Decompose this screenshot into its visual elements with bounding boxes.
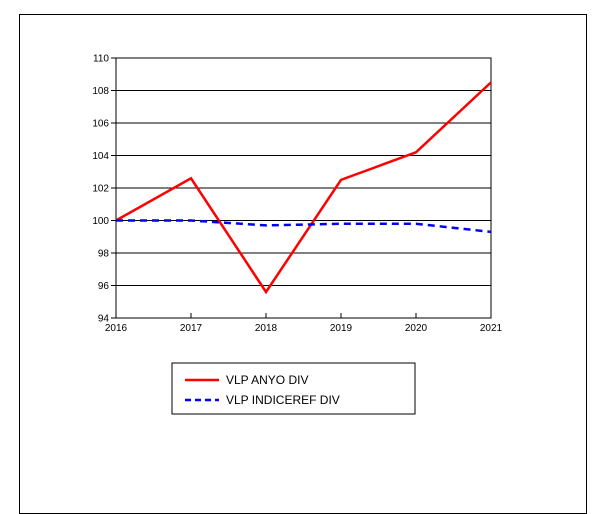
x-axis: 2016 2017 2018 2019 2020 2021 [105, 313, 503, 334]
x-tick-label-2020: 2020 [405, 323, 428, 334]
series-line-0 [116, 82, 491, 292]
legend: VLP ANYO DIV VLP INDICEREF DIV [172, 363, 415, 414]
y-tick-label-98: 98 [98, 249, 110, 260]
x-tick-label-2018: 2018 [255, 323, 278, 334]
x-tick-label-2019: 2019 [330, 323, 353, 334]
y-tick-label-106: 106 [92, 119, 109, 130]
y-tick-label-100: 100 [92, 216, 109, 227]
legend-label-0: VLP ANYO DIV [226, 373, 308, 387]
y-tick-label-104: 104 [92, 151, 109, 162]
y-tick-label-96: 96 [98, 281, 110, 292]
series-line-1 [116, 221, 491, 232]
y-tick-label-108: 108 [92, 86, 109, 97]
y-tick-label-110: 110 [93, 54, 109, 65]
legend-label-1: VLP INDICEREF DIV [226, 393, 340, 407]
x-tick-label-2016: 2016 [105, 323, 128, 334]
x-tick-label-2021: 2021 [480, 323, 503, 334]
x-tick-label-2017: 2017 [180, 323, 203, 334]
series-lines [116, 82, 491, 292]
y-tick-label-102: 102 [92, 184, 109, 195]
